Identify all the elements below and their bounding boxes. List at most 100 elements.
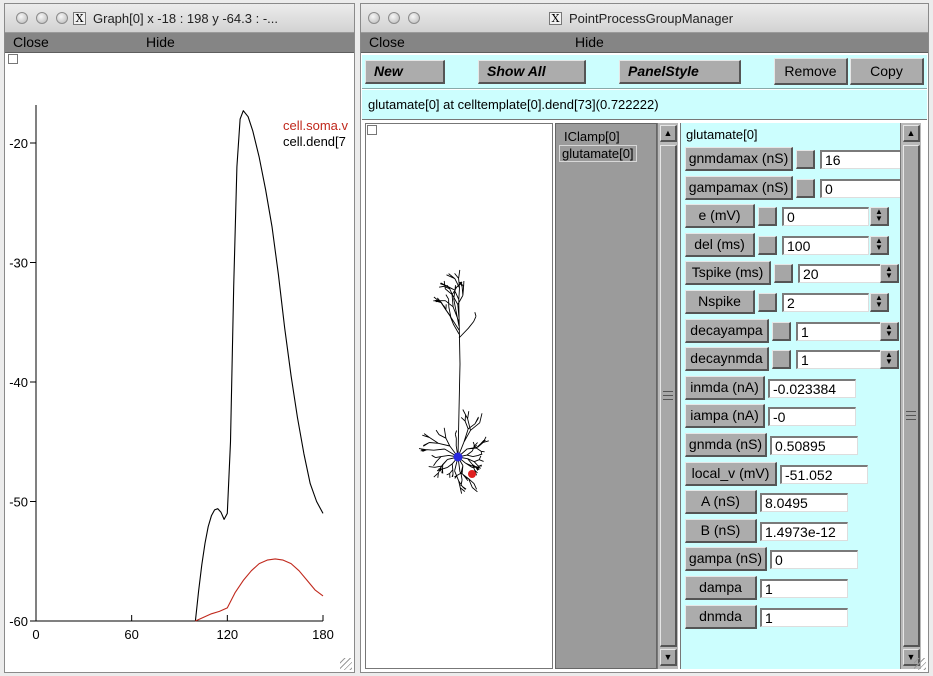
param-value-field[interactable]: -0.023384 [768,378,856,398]
ppgm-resize-grip-icon[interactable] [914,658,926,670]
param-value-field[interactable]: 0 [820,178,900,198]
param-button[interactable]: iampa (nA) [685,404,765,429]
param-button[interactable]: e (mV) [685,204,755,229]
param-button[interactable]: local_v (mV) [685,461,777,486]
param-value-field[interactable]: 100 [782,235,869,255]
param-value-field[interactable]: 0 [770,550,858,570]
param-button[interactable]: gnmda (nS) [685,433,767,457]
x11-icon: X [549,12,562,25]
graph-close-menu[interactable]: Close [13,34,49,50]
ppgm-title-bar[interactable]: X PointProcessGroupManager [361,4,928,33]
param-value-field[interactable]: 1 [796,350,883,370]
param-value-field[interactable]: 8.0495 [760,493,848,513]
param-button[interactable]: A (nS) [685,490,757,515]
scroll-grip [663,391,673,392]
param-value-field[interactable]: 1.4973e-12 [760,521,848,541]
param-button[interactable]: del (ms) [685,232,755,257]
ppgm-close-menu[interactable]: Close [369,34,405,50]
minimize-window-icon[interactable] [388,12,400,24]
process-list-item-selected[interactable]: glutamate[0] [559,145,637,162]
param-button[interactable]: decaynmda [685,347,769,372]
param-checkbox[interactable] [772,321,791,341]
param-checkbox[interactable] [796,150,815,169]
param-checkbox[interactable] [796,178,815,198]
param-value-field[interactable]: 1 [760,607,848,627]
new-button[interactable]: New [365,60,445,84]
scroll-grip [906,411,916,412]
scroll-down-arrow-icon[interactable]: ▼ [660,649,677,666]
scroll-up-arrow-icon[interactable]: ▲ [660,125,677,142]
param-button[interactable]: dampa [685,576,757,600]
y-tick-label: -20 [9,136,28,151]
param-stepper-icon[interactable]: ▲ ▼ [870,207,889,227]
param-stepper-icon[interactable]: ▲ ▼ [880,321,899,341]
close-window-icon[interactable] [368,12,380,24]
shape-corner-box[interactable] [367,125,377,135]
scroll-thumb[interactable] [903,145,920,647]
scroll-thumb[interactable] [660,145,677,647]
graph-corner-box[interactable] [8,54,18,64]
param-button[interactable]: gampamax (nS) [685,175,793,200]
param-stepper-icon[interactable]: ▲ ▼ [870,235,889,255]
shape-plot[interactable] [365,123,553,669]
param-checkbox[interactable] [758,207,777,227]
param-button[interactable]: Tspike (ms) [685,261,771,286]
x11-icon: X [73,12,86,25]
minimize-window-icon[interactable] [36,12,48,24]
param-value-field[interactable]: 1 [796,321,883,341]
x-tick-label: 60 [124,627,138,642]
param-value-field[interactable]: 0 [782,207,869,227]
synapse-marker[interactable] [468,470,476,478]
parameter-scrollbar[interactable]: ▲ ▼ [900,123,921,669]
y-tick-label: -40 [9,375,28,390]
location-text: glutamate[0] at celltemplate[0].dend[73]… [368,97,659,112]
graph-hide-menu[interactable]: Hide [146,34,175,50]
copy-button[interactable]: Copy [850,58,924,85]
zoom-window-icon[interactable] [56,12,68,24]
graph-resize-grip-icon[interactable] [340,658,352,670]
graph-title-bar[interactable]: X Graph[0] x -18 : 198 y -64.3 : -... [5,4,354,33]
param-checkbox[interactable] [758,293,777,312]
param-stepper-icon[interactable]: ▲ ▼ [880,264,899,284]
remove-button[interactable]: Remove [774,58,848,85]
param-value-field[interactable]: 1 [760,579,848,598]
param-button[interactable]: gampa (nS) [685,547,767,572]
param-stepper-icon[interactable]: ▲ ▼ [870,293,889,312]
param-button[interactable]: B (nS) [685,518,757,543]
series-line-cell-dend-7 [194,110,324,622]
param-button[interactable]: inmda (nA) [685,375,765,400]
zoom-window-icon[interactable] [408,12,420,24]
param-value-field[interactable]: 0.50895 [770,436,858,455]
param-button[interactable]: gnmdamax (nS) [685,147,793,171]
param-button[interactable]: Nspike [685,290,755,314]
panel-style-button[interactable]: PanelStyle [619,60,741,84]
param-checkbox[interactable] [774,264,793,284]
ppgm-hide-menu[interactable]: Hide [575,34,604,50]
close-window-icon[interactable] [16,12,28,24]
parameter-panel-title: glutamate[0] [686,127,758,142]
series-line-cell-soma-v [195,558,324,622]
toolbar-panel: New Show All PanelStyle Remove Copy [362,55,927,89]
param-value-field[interactable]: -0 [768,407,856,427]
param-value-field[interactable]: 20 [798,264,885,284]
process-list-scrollbar[interactable]: ▲ ▼ [657,123,678,669]
scroll-grip [663,399,673,400]
neuron-morphology[interactable] [366,124,552,668]
param-button[interactable]: decayampa [685,318,769,343]
param-value-field[interactable]: -51.052 [780,464,868,484]
ppgm-window-title: PointProcessGroupManager [569,11,734,26]
param-stepper-icon[interactable]: ▲ ▼ [880,350,899,370]
scroll-up-arrow-icon[interactable]: ▲ [903,125,920,142]
scroll-grip [906,419,916,420]
param-checkbox[interactable] [758,235,777,255]
param-value-field[interactable]: 2 [782,293,869,312]
show-all-button[interactable]: Show All [478,60,586,84]
param-value-field[interactable]: 16 [820,150,900,169]
ppgm-menu-bar: Close Hide [361,33,928,53]
process-list-item[interactable]: IClamp[0] [564,129,620,144]
graph-canvas[interactable]: -20 -30 -40 -50 -60 0 60 120 180 cell.soma.vcell.… [5,53,354,673]
y-tick-label: -50 [9,495,28,510]
param-button[interactable]: dnmda [685,604,757,629]
soma-marker [453,452,463,462]
param-checkbox[interactable] [772,350,791,370]
